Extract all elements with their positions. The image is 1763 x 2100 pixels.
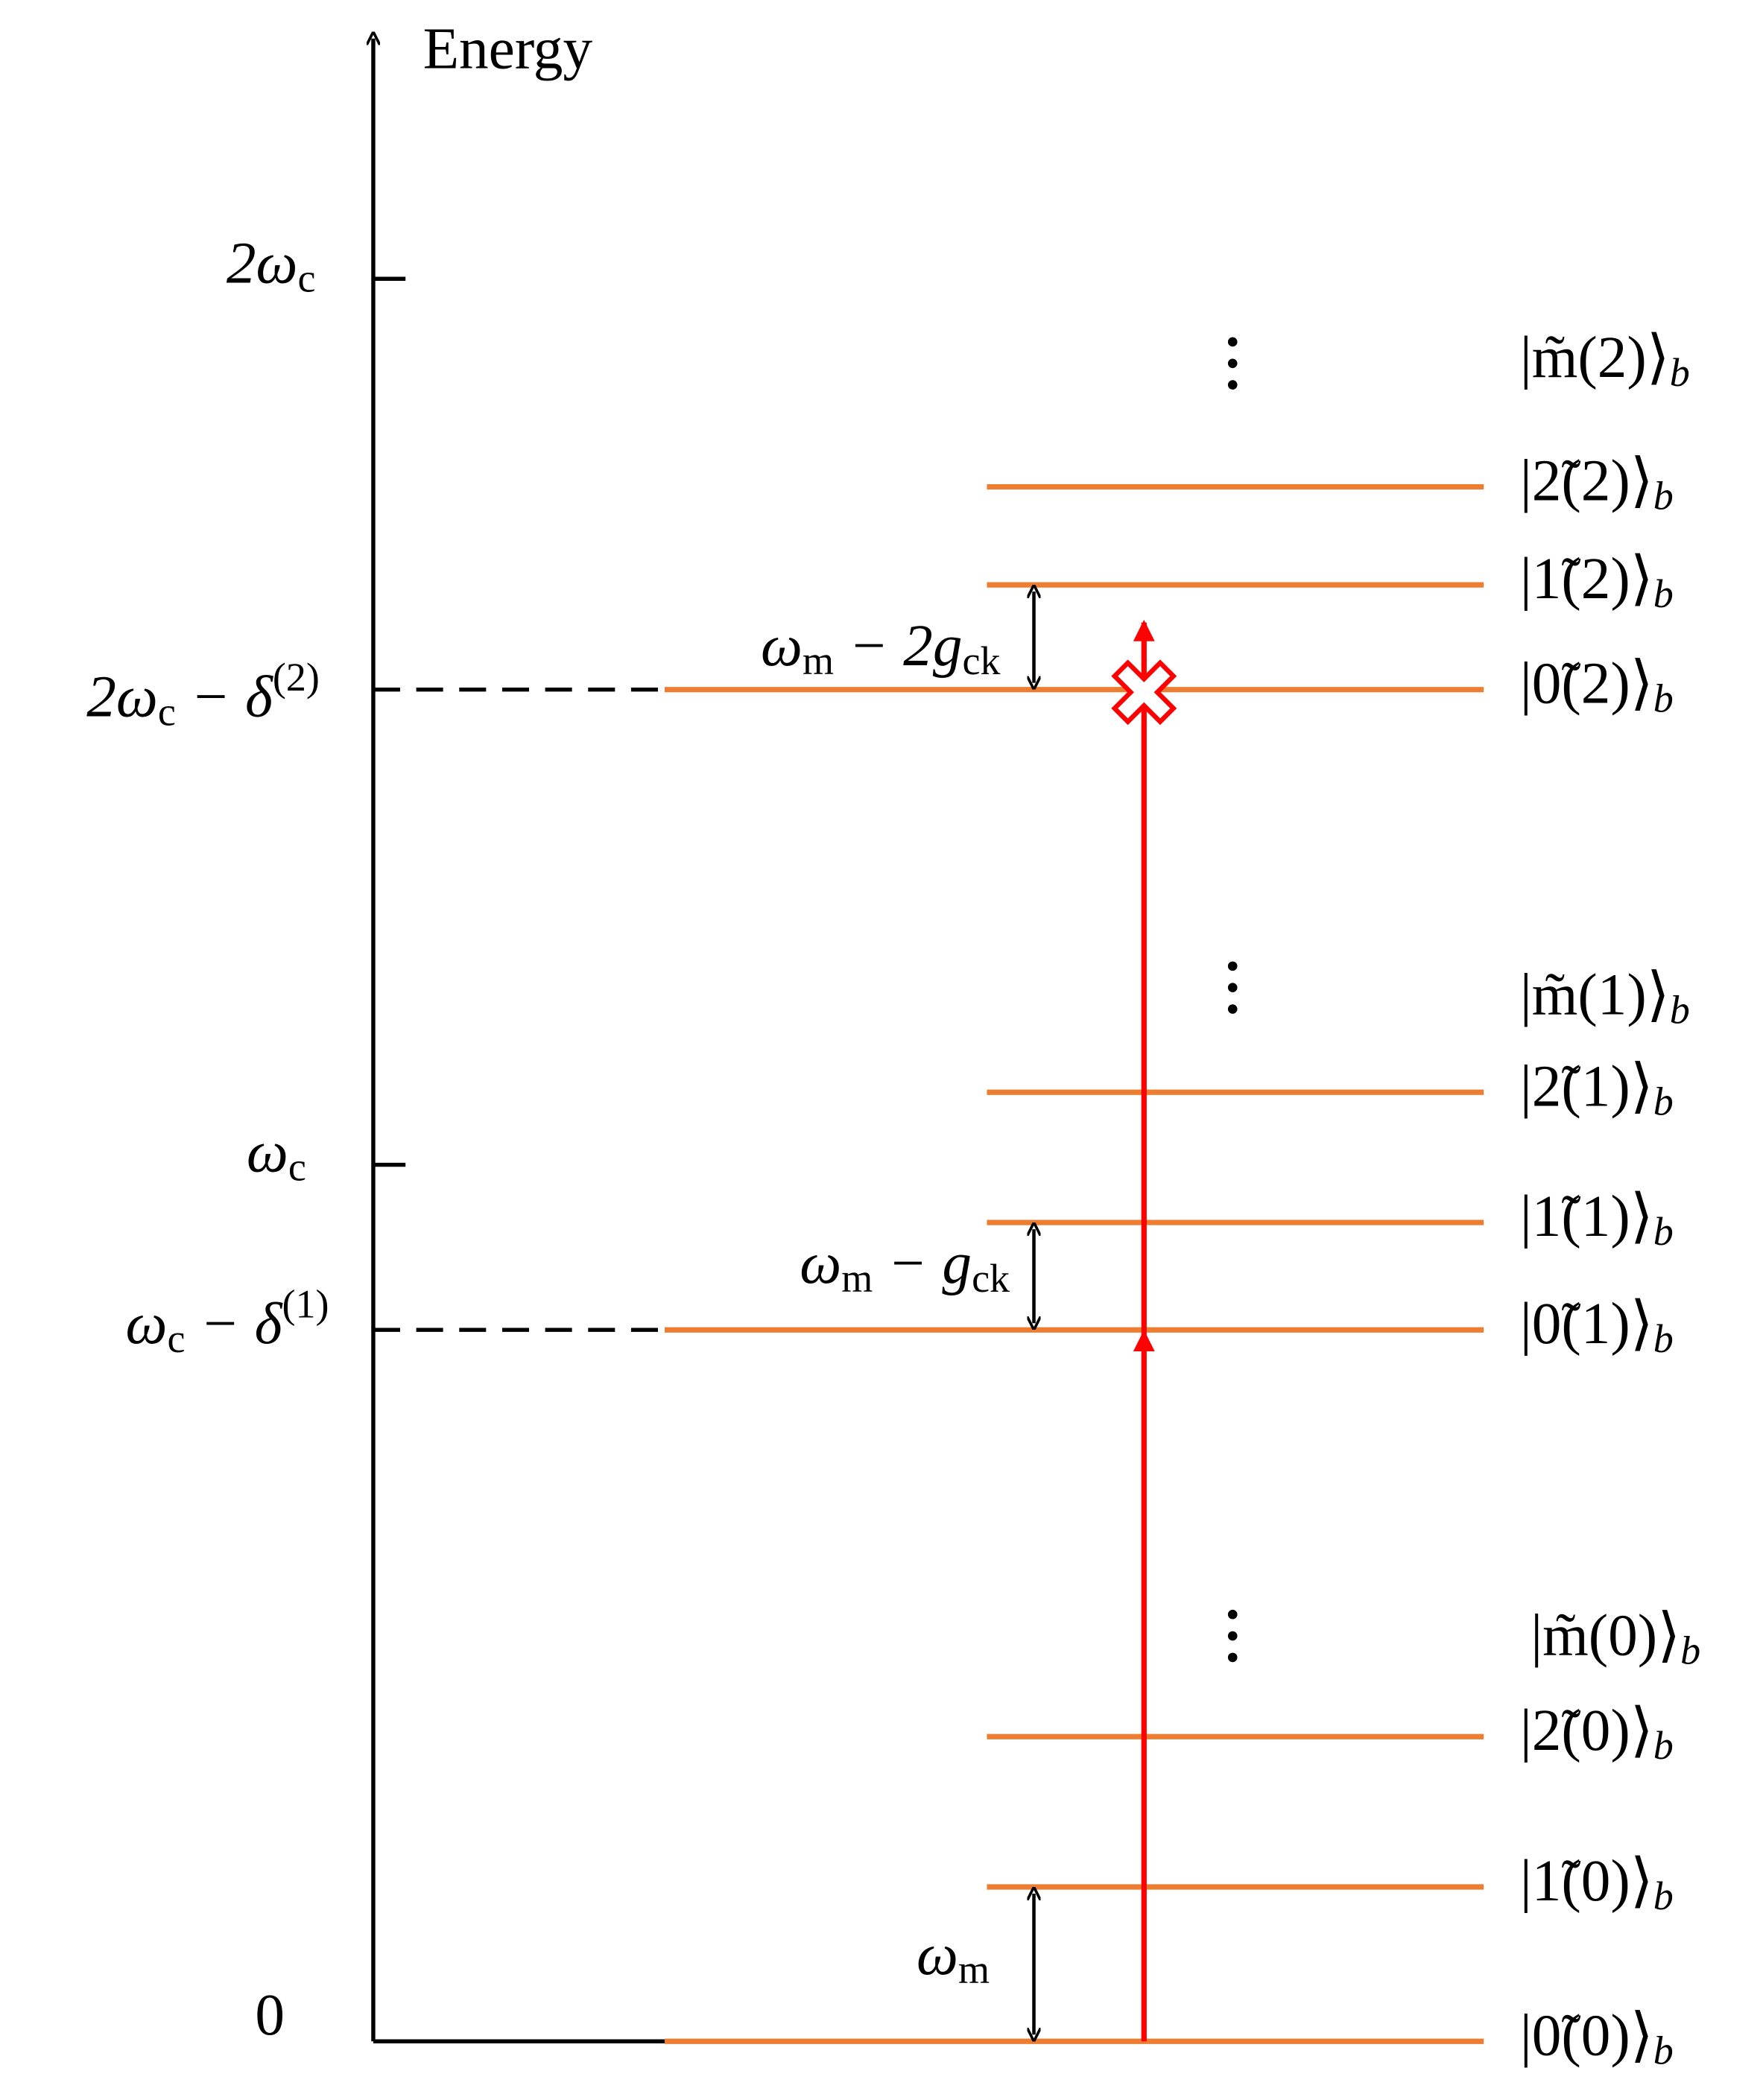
state-label: |2̃(2)⟩b [1520,448,1674,518]
label-part: (2) [273,655,320,700]
label-part: m [841,1257,873,1301]
label-part: |2̃(0)⟩ [1520,1698,1653,1763]
label-part: b [1653,1079,1674,1124]
label-part: |1̃(1)⟩ [1520,1184,1653,1249]
label-part: |2̃(2)⟩ [1520,448,1653,514]
label-part: − δ [185,1291,282,1357]
label-part: b [1653,1724,1674,1768]
label-part: b [1653,1317,1674,1362]
state-label: |0̃(0)⟩b [1520,2002,1674,2072]
label-part: b [1653,1209,1674,1254]
label-part: |0̃(0)⟩ [1520,2002,1653,2068]
label-part: |2̃(1)⟩ [1520,1053,1653,1119]
gap-label: ωm [917,1922,990,1992]
label-part: ω [800,1231,841,1296]
label-part: 0 [255,1982,285,2048]
label-part: m [958,1948,990,1993]
state-label: |m̃(2)⟩b [1520,325,1690,395]
gap-label: ωm − 2gck [761,613,1001,683]
label-part: c [167,1317,185,1362]
levels [664,483,1484,2044]
state-label: |1̃(0)⟩b [1520,1848,1674,1918]
blocked-mark [1111,659,1177,726]
label-part: |0̃(2)⟩ [1520,651,1653,717]
label-part: − 2g [834,613,962,679]
label-part: ck [972,1257,1010,1301]
label-part: ω [917,1922,958,1988]
axis-label: Energy [423,16,593,82]
state-label: |1̃(2)⟩b [1520,546,1674,616]
label-part: 2ω [227,231,298,296]
label-part: |m̃(1)⟩ [1520,962,1670,1028]
state-label: |2̃(1)⟩b [1520,1053,1674,1123]
label-part: b [1653,474,1674,518]
label-part: c [297,256,315,301]
label-part: − g [873,1231,972,1296]
tick-label: 0 [255,1982,285,2048]
label-part: ω [126,1291,168,1357]
label-part: b [1670,350,1690,395]
label-part: |m̃(2)⟩ [1520,325,1670,390]
state-label: |m̃(0)⟩b [1531,1602,1700,1672]
label-part: ω [761,613,803,679]
label-part: |1̃(0)⟩ [1520,1848,1653,1914]
gap-label: ωm − gck [800,1231,1010,1301]
label-part: |0̃(1)⟩ [1520,1291,1653,1357]
label-part: b [1680,1628,1700,1673]
label-part: |1̃(2)⟩ [1520,546,1653,612]
label-part: 2ω [86,664,158,730]
label-part: c [158,690,176,735]
label-part: b [1653,1874,1674,1918]
label-part: ω [247,1120,288,1185]
state-label: |1̃(1)⟩b [1520,1184,1674,1254]
ellipsis [1227,337,1238,1663]
state-label: |m̃(1)⟩b [1520,962,1690,1032]
level-label: 2ωc − δ(2) [86,655,320,735]
tick-label: 2ωc [227,231,316,301]
label-part: b [1653,676,1674,721]
label-part: m [803,639,834,684]
label-part: (1) [282,1282,329,1327]
label-part: b [1653,2028,1674,2073]
label-part: ck [962,639,1001,684]
label-part: |m̃(0)⟩ [1531,1602,1680,1668]
state-label: |0̃(2)⟩b [1520,651,1674,721]
label-part: b [1670,988,1690,1032]
label-part: b [1653,572,1674,617]
tick-label: ωc [247,1120,306,1190]
axis [373,39,665,2043]
label-part: − δ [176,664,273,730]
state-label: |0̃(1)⟩b [1520,1291,1674,1361]
level-label: ωc − δ(1) [126,1282,329,1362]
transition [1111,619,1177,2042]
state-label: |2̃(0)⟩b [1520,1698,1674,1768]
label-part: c [288,1145,306,1190]
